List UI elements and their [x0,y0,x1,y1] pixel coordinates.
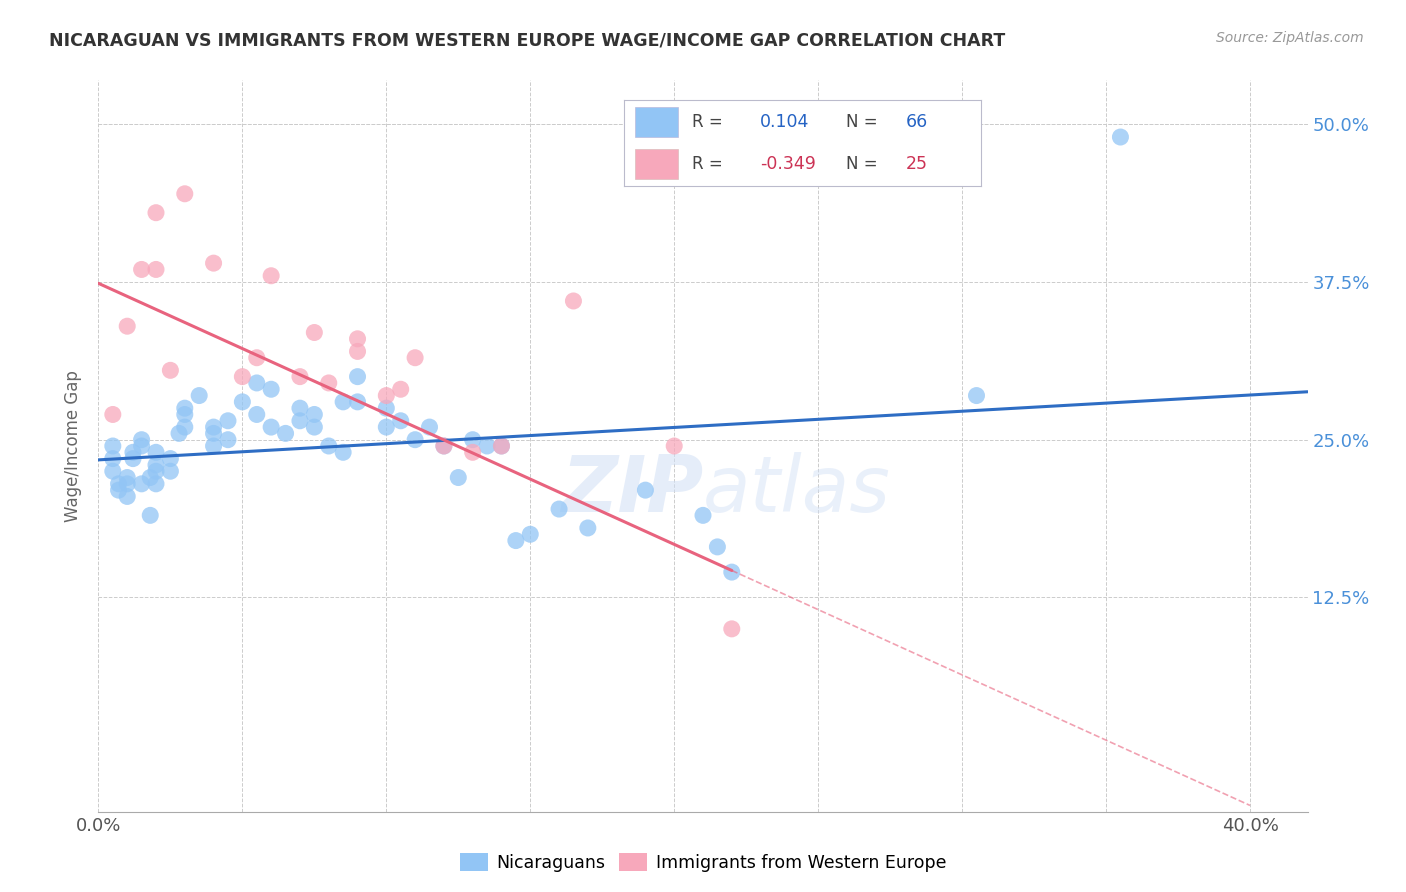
Point [491,439,513,453]
Point [433,439,456,453]
Point [447,470,470,484]
Point [246,376,269,390]
Point [167,426,190,441]
Point [145,205,167,219]
Point [145,262,167,277]
Point [131,262,153,277]
Point [664,439,686,453]
Point [122,451,145,466]
Point [202,256,225,270]
Point [634,483,657,497]
Point [231,369,253,384]
Text: NICARAGUAN VS IMMIGRANTS FROM WESTERN EUROPE WAGE/INCOME GAP CORRELATION CHART: NICARAGUAN VS IMMIGRANTS FROM WESTERN EU… [49,31,1005,49]
Point [115,470,138,484]
Point [562,293,585,308]
Point [202,426,225,441]
Point [159,451,181,466]
Point [260,268,283,283]
Point [101,408,124,422]
Point [131,433,153,447]
Point [145,445,167,459]
Point [332,445,354,459]
Point [159,464,181,478]
Point [131,476,153,491]
Point [720,565,742,579]
Point [101,451,124,466]
Point [260,420,283,434]
Point [389,382,412,396]
Point [145,458,167,472]
Text: atlas: atlas [703,452,891,528]
Point [491,439,513,453]
Point [346,369,368,384]
Point [576,521,599,535]
Point [260,382,283,396]
Point [318,439,340,453]
Point [139,470,162,484]
Point [107,476,129,491]
Point [159,363,181,377]
Point [461,433,484,447]
Point [115,476,138,491]
Point [332,395,354,409]
Point [274,426,297,441]
Point [288,369,311,384]
Point [115,490,138,504]
Point [304,326,326,340]
Point [173,420,195,434]
Point [304,408,326,422]
Point [375,401,398,416]
Point [475,439,498,453]
Point [217,433,239,447]
Point [101,439,124,453]
Point [202,420,225,434]
Point [246,351,269,365]
Point [217,414,239,428]
Point [173,186,195,201]
Point [375,420,398,434]
Point [720,622,742,636]
Point [461,445,484,459]
Point [519,527,541,541]
Point [246,408,269,422]
Point [375,388,398,402]
Point [404,433,426,447]
Point [389,414,412,428]
Point [404,351,426,365]
Point [288,401,311,416]
Point [346,344,368,359]
Point [122,445,145,459]
Point [706,540,728,554]
Point [131,439,153,453]
Point [346,395,368,409]
Point [346,332,368,346]
Point [101,464,124,478]
Point [115,319,138,334]
Legend: Nicaraguans, Immigrants from Western Europe: Nicaraguans, Immigrants from Western Eur… [453,847,953,879]
Point [966,388,988,402]
Point [107,483,129,497]
Point [145,464,167,478]
Y-axis label: Wage/Income Gap: Wage/Income Gap [65,370,83,522]
Point [139,508,162,523]
Point [418,420,440,434]
Point [173,408,195,422]
Point [188,388,211,402]
Point [145,476,167,491]
Point [173,401,195,416]
Point [318,376,340,390]
Point [692,508,714,523]
Point [202,439,225,453]
Point [505,533,527,548]
Point [433,439,456,453]
Text: ZIP: ZIP [561,452,703,528]
Point [231,395,253,409]
Point [288,414,311,428]
Point [548,502,571,516]
Point [304,420,326,434]
Text: Source: ZipAtlas.com: Source: ZipAtlas.com [1216,31,1364,45]
Point [1109,130,1132,145]
